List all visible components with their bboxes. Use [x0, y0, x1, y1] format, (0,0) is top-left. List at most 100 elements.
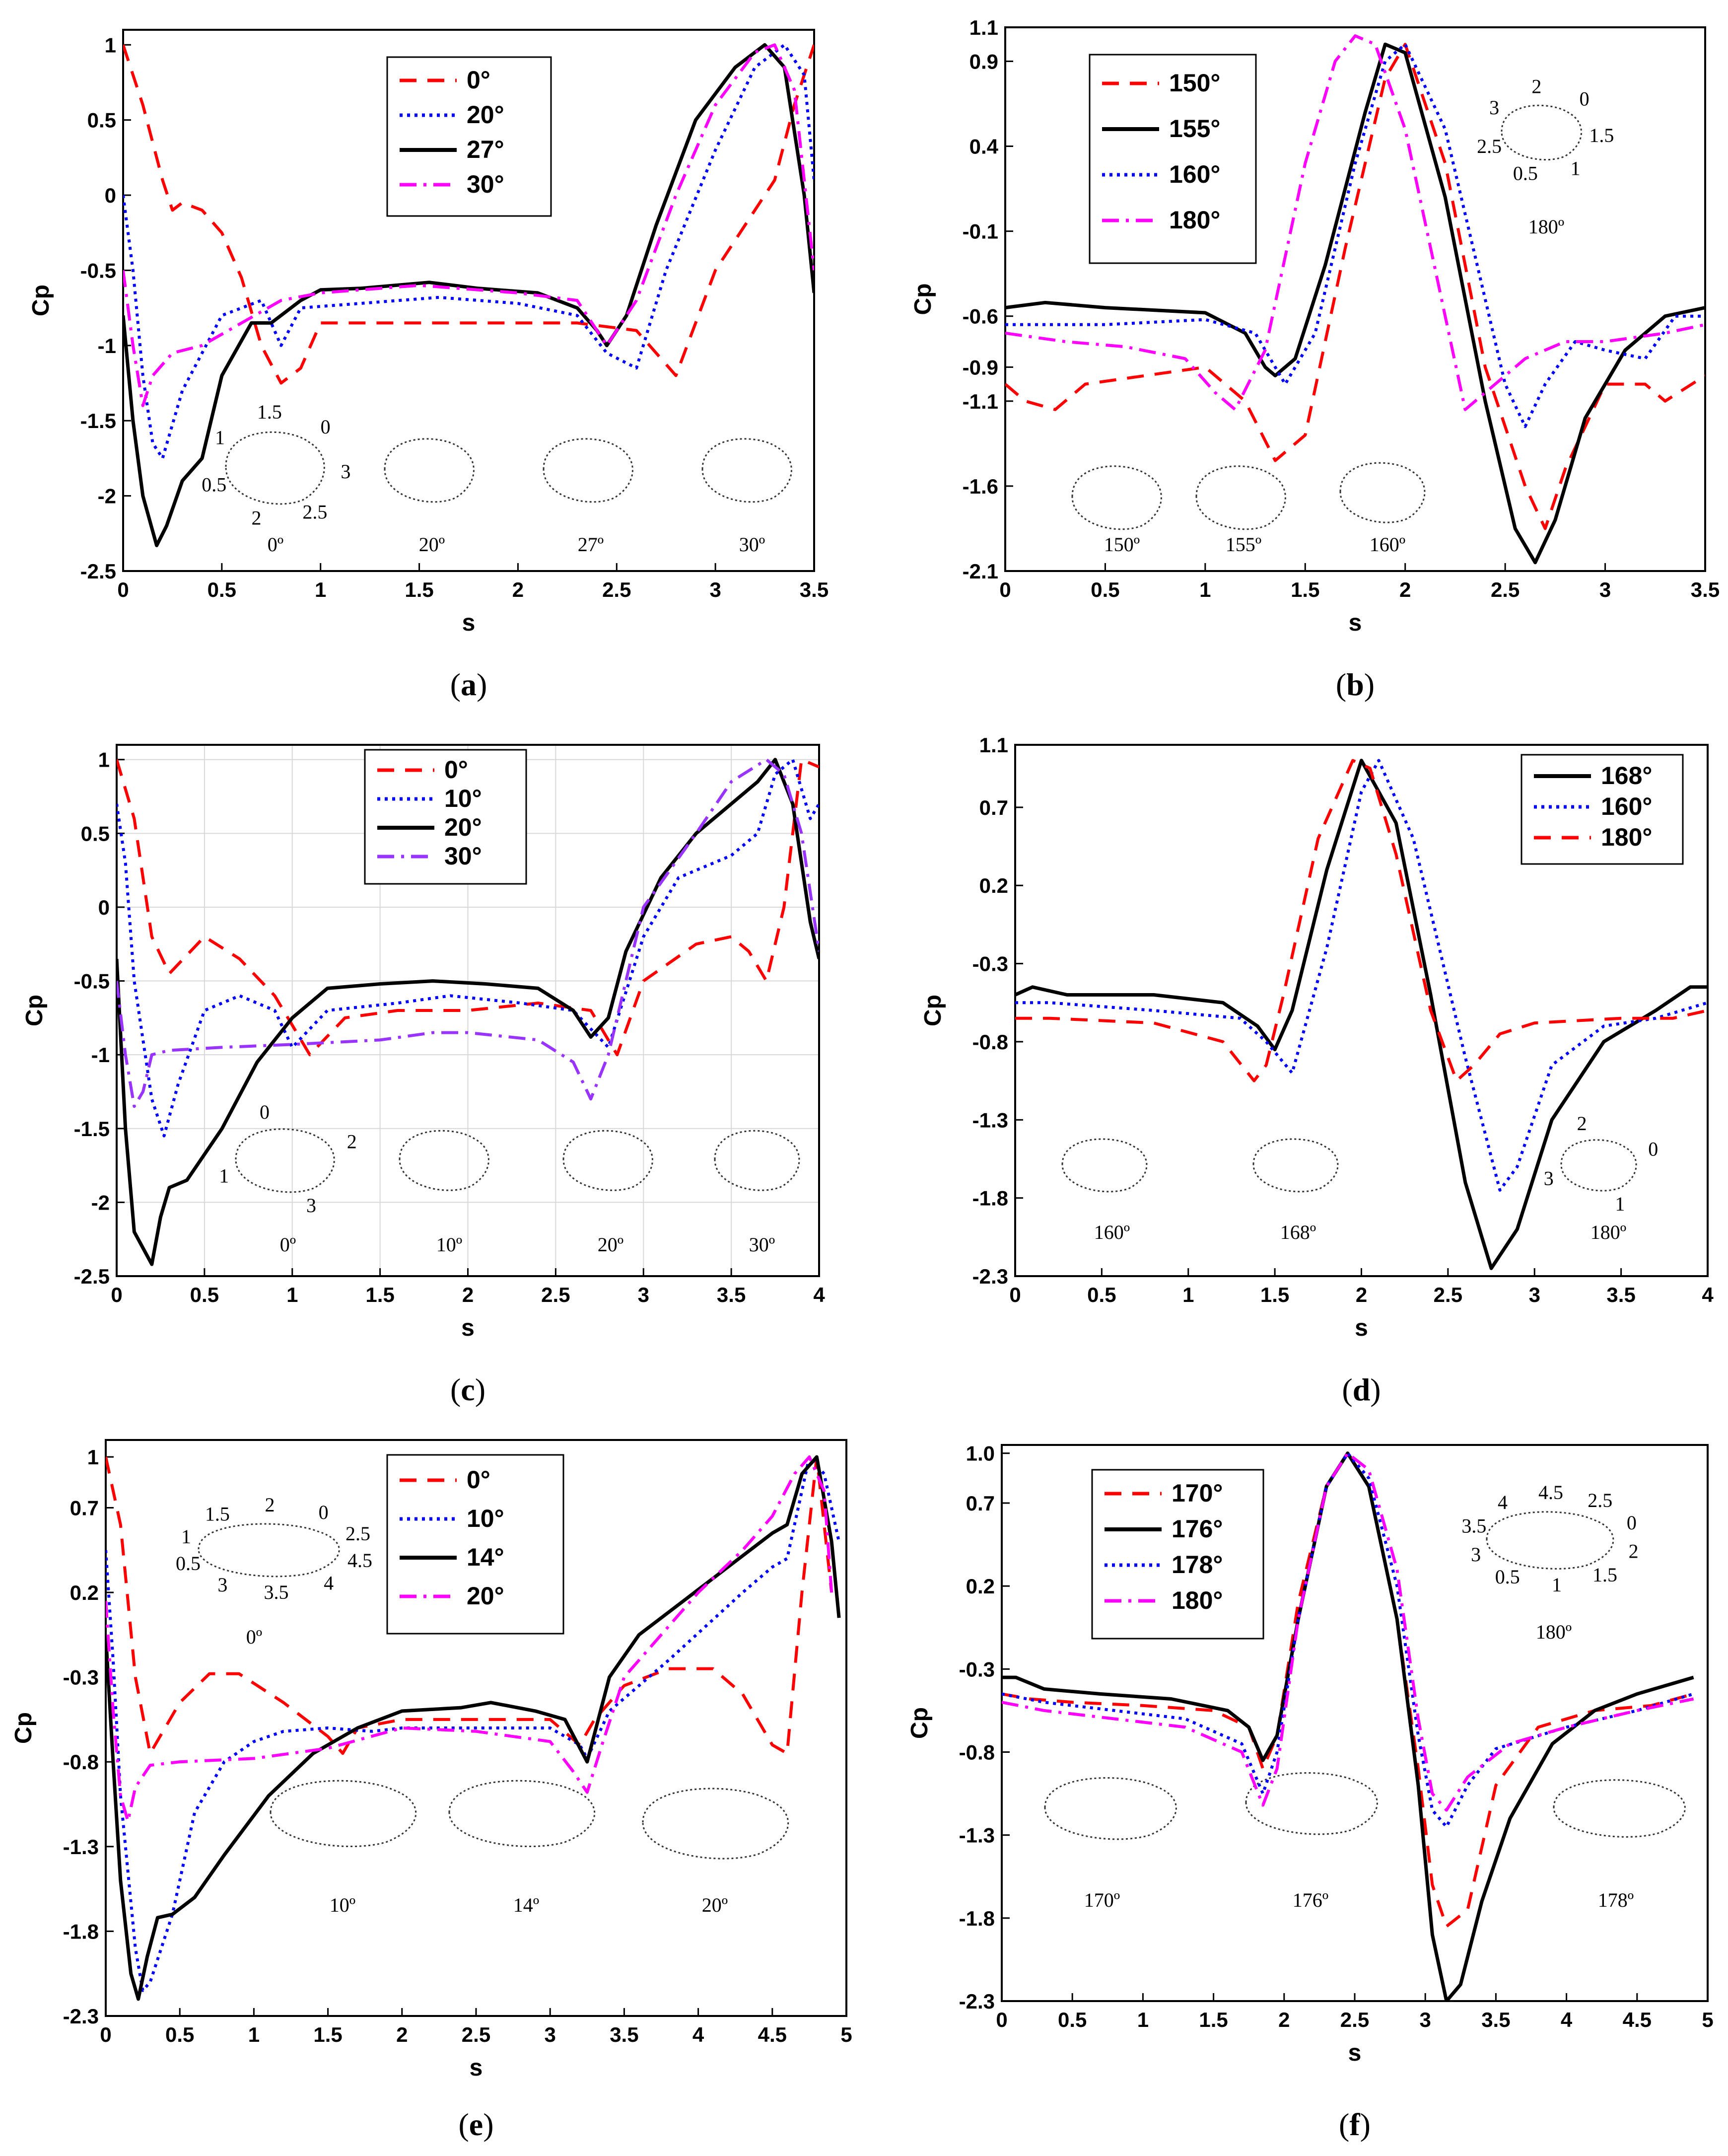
x-tick-label: 0 — [100, 2023, 111, 2046]
profile-angle-label: 180º — [1590, 1221, 1626, 1243]
legend-entry: 155° — [1169, 115, 1220, 143]
profile-angle-label: 30º — [749, 1233, 775, 1256]
profile-outline — [1061, 1138, 1148, 1193]
x-tick-label: 0.5 — [1091, 578, 1119, 601]
y-tick-label: -1.8 — [63, 1920, 99, 1943]
x-tick-label: 0 — [111, 1283, 122, 1306]
profile-angle-label: 170º — [1084, 1889, 1120, 1911]
profile-outline — [1553, 1779, 1686, 1838]
legend-entry: 160° — [1169, 160, 1220, 188]
legend-entry: 168° — [1601, 762, 1652, 790]
x-tick-label: 3 — [1529, 1283, 1540, 1306]
y-tick-label: -2.3 — [959, 1990, 995, 2013]
legend-entry: 178° — [1172, 1551, 1223, 1579]
profile-angle-label: 150º — [1104, 533, 1140, 556]
y-tick-label: -1.8 — [959, 1907, 995, 1930]
profile-point-label: 3 — [217, 1574, 227, 1596]
profile-angle-label: 30º — [739, 533, 765, 556]
legend-entry: 150° — [1169, 69, 1220, 97]
y-axis-label: Cp — [910, 284, 936, 315]
profile-outline — [1339, 462, 1426, 523]
profile-point-label: 0 — [1648, 1138, 1658, 1160]
x-axis-label: s — [1349, 610, 1362, 636]
series-line-30deg — [117, 758, 819, 1108]
y-tick-label: 0.5 — [87, 109, 116, 132]
x-tick-label: 0 — [117, 578, 129, 601]
panel-caption: (c) — [450, 1372, 485, 1407]
series-line-14deg — [106, 1455, 841, 2001]
profile-point-label: 1 — [1571, 157, 1581, 180]
profile-point-label: 2.5 — [302, 501, 327, 523]
y-tick-label: 1 — [87, 1445, 99, 1469]
x-tick-label: 3.5 — [1481, 2008, 1510, 2031]
x-axis-label: s — [1348, 2040, 1362, 2066]
profile-shape: 10º — [399, 1130, 489, 1256]
y-tick-label: -0.8 — [959, 1741, 995, 1764]
profile-outline — [225, 431, 325, 505]
profile-outline — [384, 438, 475, 503]
series-line-180deg — [1002, 1451, 1694, 1812]
y-tick-label: -0.5 — [80, 259, 116, 282]
legend: 0° 20° 27° 30° — [386, 56, 552, 217]
panel-e: 0 0.5 1 1.5 2 2.5 3 3.5 4 4.5 5 1 0.7 0.2 -0.3 -0.8 -1.3… — [10, 1439, 852, 2142]
profile-point-label: 2 — [1577, 1112, 1587, 1135]
series-line-10deg — [106, 1455, 841, 1992]
y-tick-label: -1.8 — [972, 1187, 1008, 1210]
y-tick-label: -1.3 — [972, 1108, 1008, 1132]
panel-f: 0 0.5 1 1.5 2 2.5 3 3.5 4 4.5 5 1.0 0.7 0.2 -0.3 -0.8 -1… — [906, 1442, 1714, 2142]
profile-point-label: 1.5 — [257, 401, 282, 423]
series-line-27deg — [123, 43, 814, 547]
panel-caption-letter: a — [461, 667, 477, 702]
profile-angle-label: 168º — [1280, 1221, 1316, 1243]
profile-outline — [1501, 104, 1582, 161]
profile-angle-label: 10º — [330, 1894, 355, 1916]
profile-shape: 0º 0.5 1 1.5 03 2.5 2 — [202, 401, 350, 556]
profile-shape: 14º — [448, 1780, 596, 1916]
x-tick-label: 3 — [709, 578, 721, 601]
x-tick-label: 3 — [638, 1283, 649, 1306]
series-line-155deg — [1005, 42, 1705, 565]
y-tick-label: 1 — [98, 748, 110, 772]
series-line-20deg — [106, 1455, 833, 1823]
x-tick-label: 5 — [1702, 2008, 1713, 2031]
y-tick-label: 1.1 — [979, 733, 1008, 757]
panel-d: 0 0.5 1 1.5 2 2.5 3 3.5 4 1.1 0.7 0.2 -0.3 -0.8 -1.3 -1… — [920, 733, 1714, 1407]
y-tick-label: -0.9 — [963, 356, 998, 379]
profile-angle-label: 176º — [1293, 1889, 1328, 1911]
legend: 150° 155° 160° 180° — [1089, 54, 1257, 264]
profile-point-label: 4.5 — [347, 1549, 372, 1572]
x-axis-label: s — [470, 2055, 483, 2081]
profile-shape: 150º — [1071, 465, 1162, 556]
profile-outline — [1560, 1139, 1637, 1192]
series-line-180deg — [1015, 759, 1708, 1082]
y-axis-label: Cp — [906, 1707, 933, 1739]
profile-shape: 20º — [562, 1130, 653, 1256]
panel-b: 0 0.5 1 1.5 2 2.5 3 3.5 1.1 0.9 0.4 -0.1 -0.6 -0.9 -1.… — [910, 16, 1720, 702]
profile-outline — [701, 438, 792, 503]
x-tick-label: 0.5 — [165, 2023, 194, 2046]
x-tick-label: 2.5 — [541, 1283, 570, 1306]
x-tick-label: 3 — [1599, 578, 1611, 601]
legend-box — [386, 56, 552, 217]
legend-box — [364, 749, 527, 885]
y-tick-label: 0.2 — [70, 1581, 99, 1604]
profile-outline — [543, 438, 633, 503]
x-tick-label: 0 — [996, 2008, 1007, 2031]
panel-caption: (a) — [450, 667, 487, 702]
profile-outline — [448, 1780, 596, 1847]
y-tick-label: -2 — [91, 1191, 110, 1214]
y-tick-label: 0.5 — [81, 822, 110, 845]
x-tick-label: 1.5 — [313, 2023, 342, 2046]
profile-point-label: 2 — [1629, 1540, 1639, 1563]
y-tick-label: -2.3 — [972, 1265, 1008, 1288]
legend-box — [386, 1454, 564, 1635]
x-tick-label: 1 — [315, 578, 326, 601]
y-tick-label: -1 — [91, 1043, 110, 1067]
profile-point-label: 4 — [1498, 1491, 1508, 1513]
y-tick-label: -2.5 — [80, 560, 116, 583]
profile-shape: 30º — [714, 1130, 800, 1256]
profile-point-label: 2 — [1531, 75, 1541, 98]
profile-angle-label: 14º — [513, 1894, 539, 1916]
y-tick-label: 0 — [98, 896, 110, 919]
